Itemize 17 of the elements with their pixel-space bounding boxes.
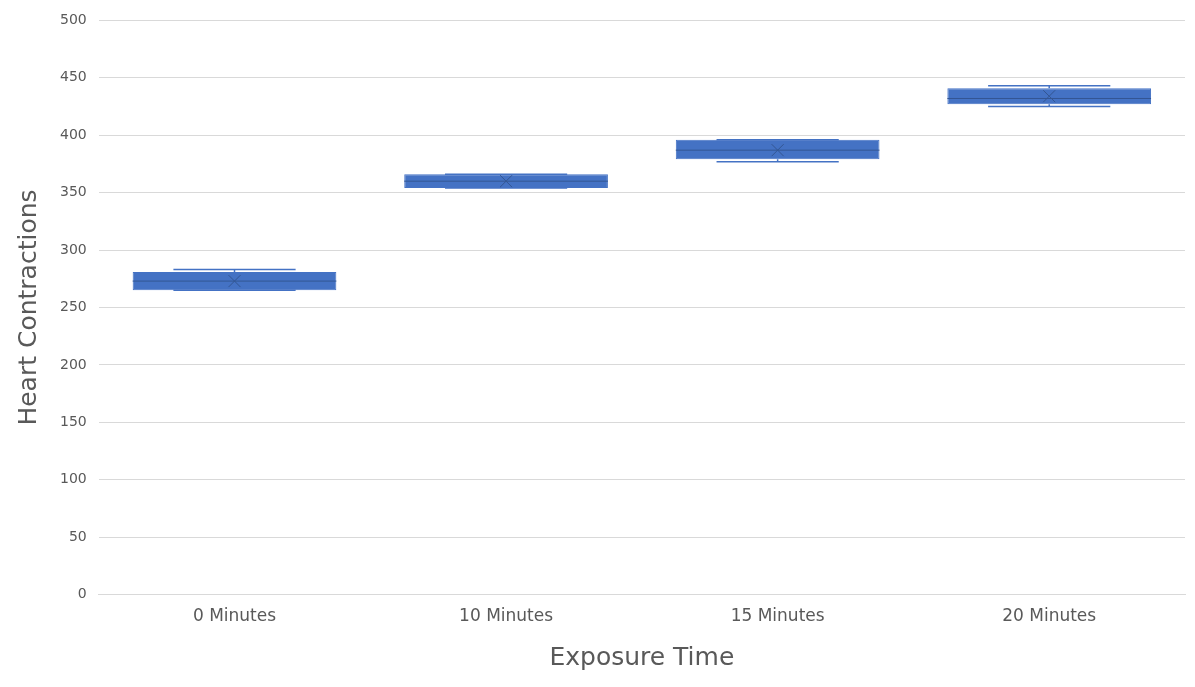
x-tick-label: 20 Minutes — [1002, 605, 1097, 626]
y-tick-label: 50 — [68, 527, 87, 544]
y-tick-label: 200 — [59, 355, 87, 372]
y-tick-label: 450 — [59, 68, 87, 85]
x-tick-label: 10 Minutes — [459, 605, 554, 626]
y-tick-label: 250 — [59, 298, 87, 315]
x-tick-label: 15 Minutes — [730, 605, 825, 626]
y-tick-label: 300 — [59, 240, 87, 257]
y-tick-label: 500 — [59, 11, 87, 28]
y-axis-title: Heart Contractions — [12, 189, 42, 426]
x-tick-label: 0 Minutes — [192, 605, 277, 626]
y-tick-label: 350 — [59, 183, 87, 200]
y-tick-label: 0 — [77, 585, 87, 602]
y-tick-label: 400 — [59, 125, 87, 142]
x-axis-title: Exposure Time — [549, 641, 735, 671]
y-tick-label: 100 — [59, 470, 87, 487]
y-tick-label: 150 — [59, 412, 87, 429]
